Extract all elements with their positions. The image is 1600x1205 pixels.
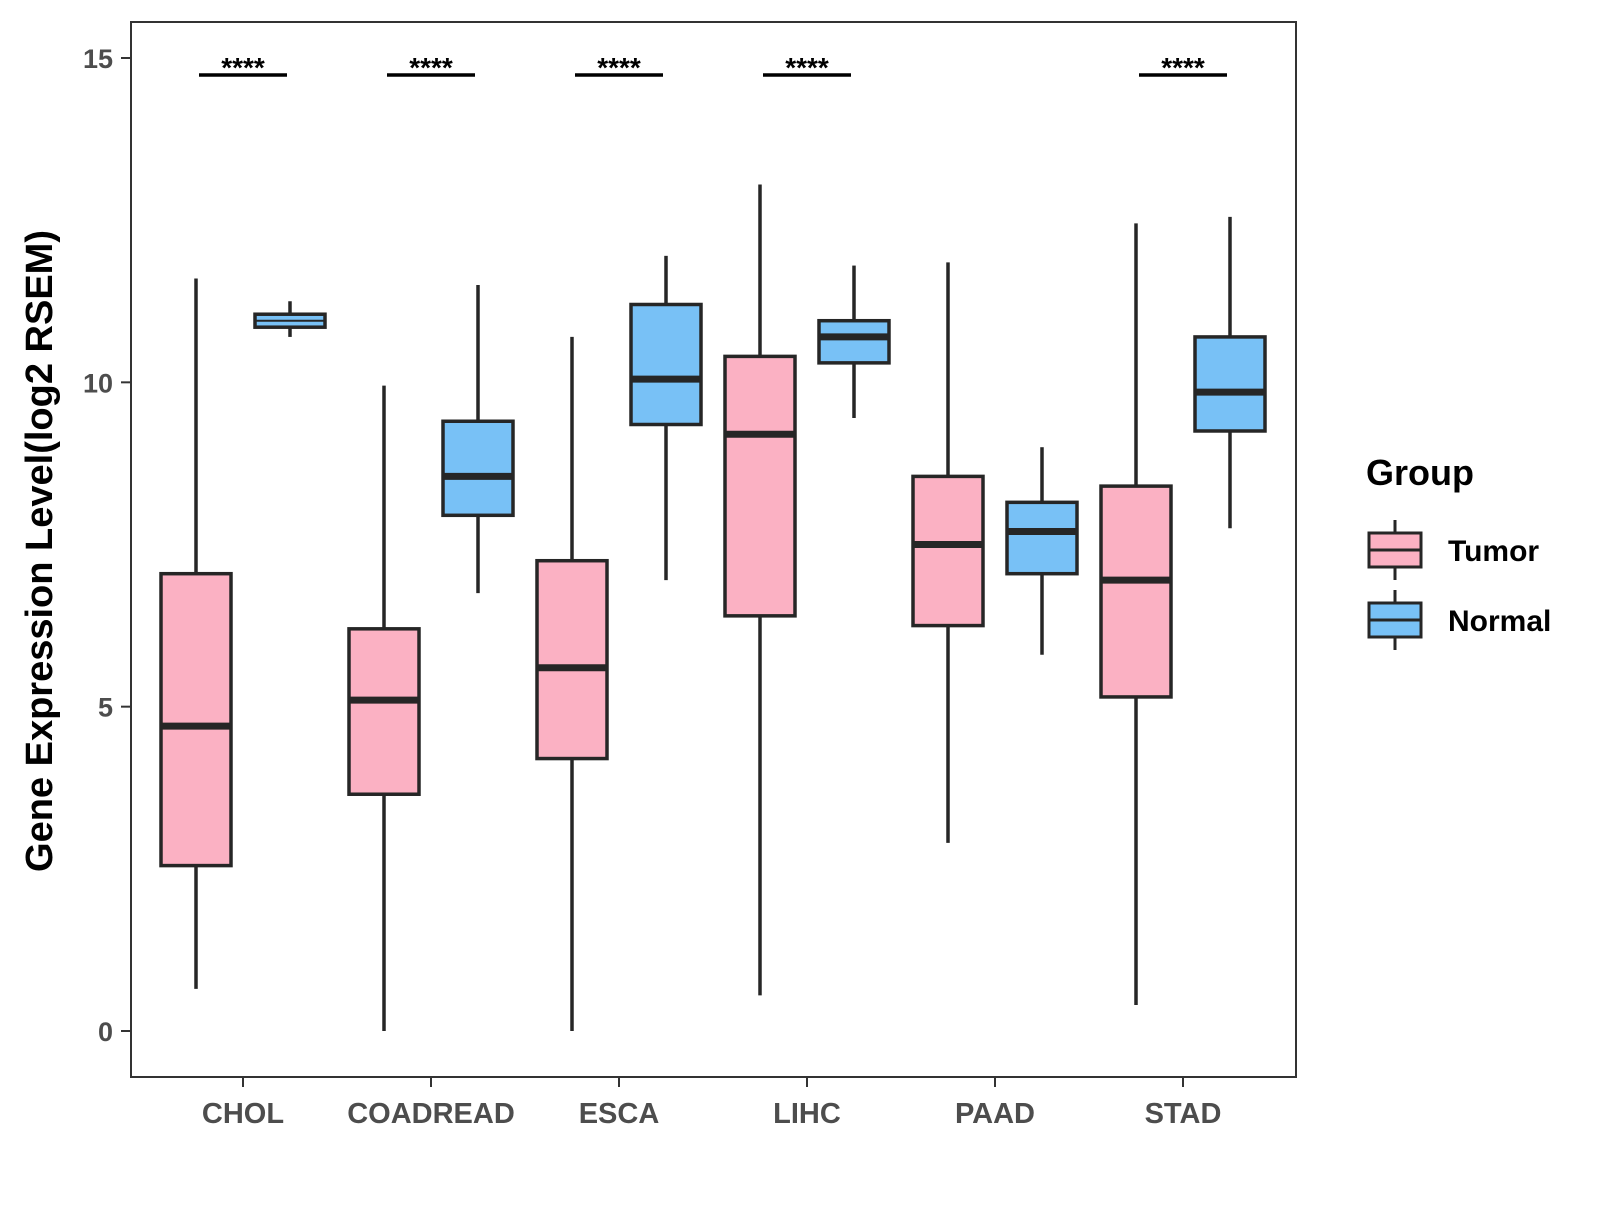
box-iqr	[535, 558, 609, 761]
box-tumor-paad	[911, 262, 985, 843]
legend: Group Tumor Normal	[1366, 452, 1551, 650]
box-tumor-coadread	[347, 385, 421, 1031]
legend-item-tumor: Tumor	[1367, 520, 1539, 580]
significance-label: ****	[597, 52, 641, 83]
y-tick-label: 15	[83, 44, 113, 74]
x-tick-label: PAAD	[955, 1098, 1035, 1130]
x-tick-label: COADREAD	[347, 1098, 515, 1130]
significance-label: ****	[221, 52, 265, 83]
box-iqr	[347, 627, 421, 796]
box-normal-chol	[253, 301, 327, 337]
box-iqr	[441, 419, 515, 518]
significance-label: ****	[785, 52, 829, 83]
box-normal-stad	[1193, 216, 1267, 529]
y-tick-label: 5	[98, 693, 113, 723]
box-iqr	[1005, 500, 1079, 576]
legend-label: Normal	[1448, 605, 1551, 638]
y-tick-label: 10	[83, 368, 113, 398]
box-tumor-stad	[1099, 223, 1173, 1006]
significance-label: ****	[409, 52, 453, 83]
box-series-group	[159, 184, 1267, 1031]
significance-annotations: **** **** **** **** ****	[199, 52, 1227, 83]
box-iqr	[159, 571, 233, 868]
legend-label: Tumor	[1448, 535, 1539, 568]
y-tick-label: 0	[98, 1017, 113, 1047]
box-iqr	[629, 302, 703, 427]
box-normal-paad	[1005, 447, 1079, 655]
box-iqr	[911, 474, 985, 628]
x-tick-label: STAD	[1145, 1098, 1222, 1130]
y-axis-title: Gene Expression Level(log2 RSEM)	[19, 230, 61, 872]
box-normal-esca	[629, 255, 703, 581]
legend-title: Group	[1366, 452, 1474, 493]
box-iqr	[1193, 335, 1267, 433]
box-iqr	[1099, 484, 1173, 699]
x-tick-label: CHOL	[202, 1098, 284, 1130]
box-normal-coadread	[441, 285, 515, 594]
significance-label: ****	[1161, 52, 1205, 83]
box-normal-lihc	[817, 265, 891, 419]
x-tick-label: ESCA	[579, 1098, 660, 1130]
legend-item-normal: Normal	[1367, 590, 1551, 650]
y-axis: 0 5 10 15	[83, 44, 131, 1047]
x-tick-label: LIHC	[773, 1098, 841, 1130]
box-tumor-lihc	[723, 184, 797, 996]
box-tumor-chol	[159, 278, 233, 989]
legend-items: Tumor Normal	[1367, 520, 1551, 650]
x-axis: CHOL COADREAD ESCA LIHC PAAD STAD	[202, 1077, 1221, 1130]
box-iqr	[817, 318, 891, 365]
box-iqr	[723, 354, 797, 618]
box-tumor-esca	[535, 336, 609, 1031]
